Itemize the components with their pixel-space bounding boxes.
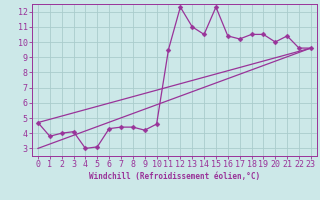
- X-axis label: Windchill (Refroidissement éolien,°C): Windchill (Refroidissement éolien,°C): [89, 172, 260, 181]
